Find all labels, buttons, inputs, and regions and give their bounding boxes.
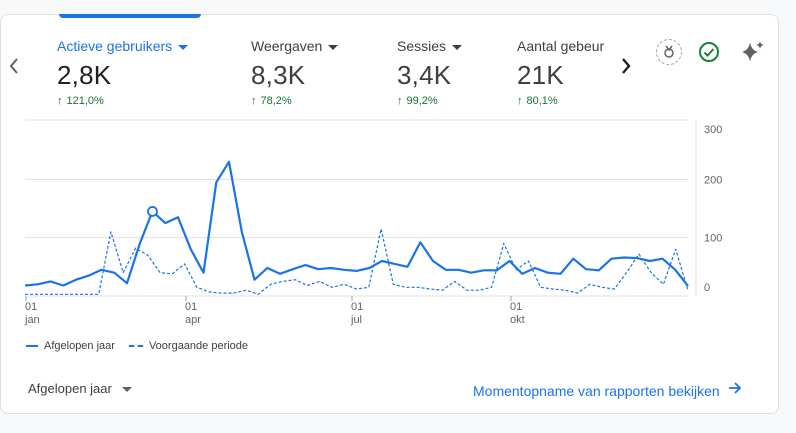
- highlight-point-marker[interactable]: [147, 206, 158, 217]
- chevron-right-icon[interactable]: [618, 55, 634, 77]
- series-line-current: [24, 160, 689, 287]
- arrow-up-icon: ↑: [57, 95, 63, 107]
- report-snapshot-link[interactable]: Momentopname van rapporten bekijken: [473, 381, 742, 400]
- legend-swatch-solid: [26, 345, 38, 347]
- metric-label: Weergaven: [251, 38, 339, 54]
- metric-value: 2,8K: [57, 60, 112, 90]
- chart-legend: Afgelopen jaar Voorgaande periode: [26, 340, 262, 352]
- x-tick-day: 01: [351, 301, 363, 313]
- y-tick-label: 200: [704, 174, 722, 186]
- x-tick-month: jul: [350, 314, 362, 326]
- metric-active-users[interactable]: Actieve gebruikers 2,8K ↑ 121,0%: [57, 38, 189, 107]
- x-tick-day: 01: [185, 301, 197, 313]
- metric-change: ↑ 99,2%: [397, 95, 438, 107]
- metric-label: Aantal gebeur: [517, 38, 605, 54]
- legend-item-previous: Voorgaande periode: [128, 340, 248, 352]
- x-tick-day: 01: [510, 301, 522, 313]
- period-dropdown[interactable]: Afgelopen jaar: [28, 381, 132, 396]
- caret-down-icon: [452, 44, 463, 50]
- active-tab-indicator: [59, 14, 201, 18]
- x-tick-month: jan: [24, 314, 40, 326]
- x-tick-month: apr: [185, 314, 201, 326]
- x-tick-day: 01: [25, 301, 37, 313]
- metric-event-count[interactable]: Aantal gebeur 21K ↑ 80,1%: [517, 38, 611, 107]
- badge-icon[interactable]: [656, 39, 682, 65]
- report-card: [0, 14, 779, 414]
- y-tick-label: 100: [704, 233, 722, 245]
- caret-down-icon: [328, 44, 339, 50]
- x-tick-month: okt: [510, 314, 525, 326]
- caret-down-icon: [178, 44, 189, 50]
- sparkle-icon[interactable]: [739, 39, 767, 65]
- series-line-previous: [25, 228, 689, 295]
- metric-label: Actieve gebruikers: [57, 38, 189, 54]
- arrow-up-icon: ↑: [517, 95, 523, 107]
- caret-down-icon: [121, 387, 132, 392]
- metric-value: 8,3K: [251, 60, 306, 90]
- metric-label: Sessies: [397, 38, 463, 54]
- legend-item-current: Afgelopen jaar: [26, 340, 115, 352]
- y-tick-label: 300: [704, 124, 722, 136]
- metric-sessions[interactable]: Sessies 3,4K ↑ 99,2%: [397, 38, 463, 107]
- arrow-right-icon: [728, 381, 742, 400]
- chevron-left-icon[interactable]: [6, 55, 22, 77]
- arrow-up-icon: ↑: [251, 95, 257, 107]
- metric-views[interactable]: Weergaven 8,3K ↑ 78,2%: [251, 38, 339, 107]
- metric-value: 3,4K: [397, 60, 452, 90]
- metric-change: ↑ 121,0%: [57, 95, 104, 107]
- metric-change: ↑ 80,1%: [517, 95, 558, 107]
- legend-swatch-dashed: [128, 345, 143, 347]
- check-circle-icon[interactable]: [697, 40, 721, 64]
- metric-value: 21K: [517, 60, 564, 90]
- metric-change: ↑ 78,2%: [251, 95, 292, 107]
- arrow-up-icon: ↑: [397, 95, 403, 107]
- y-tick-label: 0: [704, 282, 710, 294]
